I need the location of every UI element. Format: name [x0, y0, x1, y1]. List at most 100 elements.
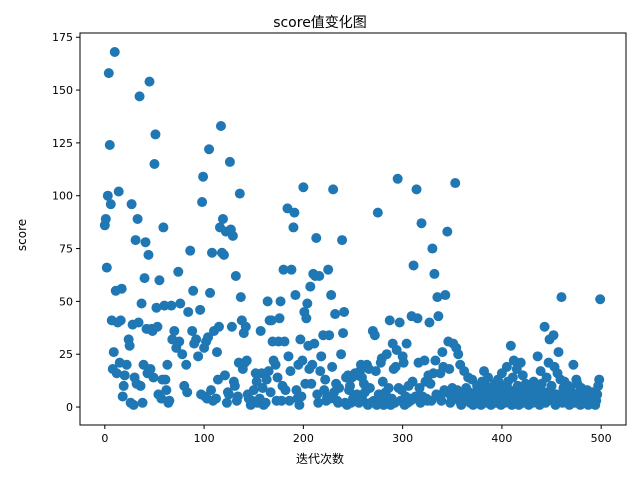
data-point: [251, 376, 262, 387]
data-point: [548, 330, 559, 341]
data-point: [206, 385, 217, 396]
data-point: [407, 376, 418, 387]
y-axis-label: score: [15, 218, 29, 252]
data-point: [205, 287, 216, 298]
y-tick-label: 25: [59, 348, 73, 361]
data-point: [126, 199, 137, 210]
data-point: [229, 380, 240, 391]
data-point: [240, 321, 251, 332]
x-tick-label: 0: [101, 432, 108, 445]
data-point: [517, 370, 528, 381]
data-point: [419, 355, 430, 366]
data-point: [286, 264, 297, 275]
x-tick-label: 500: [591, 432, 612, 445]
data-point: [270, 359, 281, 370]
data-point: [124, 340, 135, 351]
data-point: [160, 374, 171, 385]
data-point: [437, 347, 448, 358]
data-point: [539, 321, 550, 332]
data-point: [150, 129, 161, 140]
data-point: [305, 281, 316, 292]
data-point: [121, 359, 132, 370]
data-point: [140, 237, 151, 248]
data-point: [161, 385, 172, 396]
data-point: [215, 120, 226, 131]
data-point: [255, 325, 266, 336]
data-point: [330, 309, 341, 320]
data-point: [294, 399, 305, 410]
data-point: [187, 325, 198, 336]
data-point: [592, 389, 603, 400]
data-point: [383, 383, 394, 394]
data-point: [221, 397, 232, 408]
data-point: [295, 334, 306, 345]
data-point: [177, 349, 188, 360]
data-point: [211, 393, 222, 404]
data-point: [298, 182, 309, 193]
data-point: [211, 347, 222, 358]
data-point: [505, 340, 516, 351]
data-point: [501, 361, 512, 372]
data-point: [218, 249, 229, 260]
data-point: [241, 355, 252, 366]
data-point: [345, 380, 356, 391]
data-point: [198, 171, 209, 182]
data-point: [265, 387, 276, 398]
data-point: [164, 395, 175, 406]
data-point: [185, 245, 196, 256]
data-point: [546, 380, 557, 391]
data-point: [232, 391, 243, 402]
data-point: [193, 351, 204, 362]
y-tick-label: 150: [52, 84, 73, 97]
data-point: [433, 311, 444, 322]
data-point: [432, 292, 443, 303]
data-point: [224, 156, 235, 167]
data-point: [568, 359, 579, 370]
data-point: [411, 184, 422, 195]
data-point: [130, 235, 141, 246]
data-point: [230, 271, 241, 282]
data-point: [507, 372, 518, 383]
data-point: [288, 222, 299, 233]
y-tick-label: 125: [52, 137, 73, 150]
data-point: [159, 300, 170, 311]
data-point: [207, 247, 218, 258]
data-point: [430, 355, 441, 366]
data-point: [283, 351, 294, 362]
data-point: [275, 296, 286, 307]
data-point: [105, 199, 116, 210]
data-point: [326, 290, 337, 301]
data-point: [162, 359, 173, 370]
data-point: [339, 306, 350, 317]
data-point: [100, 213, 111, 224]
data-point: [145, 364, 156, 374]
y-tick-label: 75: [59, 243, 73, 256]
data-point: [429, 268, 440, 279]
data-point: [118, 380, 129, 391]
data-point: [119, 370, 130, 381]
y-tick-label: 175: [52, 31, 73, 44]
data-point: [260, 397, 271, 408]
data-point: [169, 325, 180, 336]
data-point: [226, 321, 237, 332]
data-point: [137, 397, 148, 408]
data-point: [263, 366, 274, 377]
data-point: [306, 378, 317, 389]
data-point: [149, 159, 160, 170]
x-axis-ticks: 0 100 200 300 400 500: [101, 425, 612, 445]
data-point: [116, 283, 127, 294]
data-point: [320, 374, 331, 385]
data-point: [301, 313, 312, 324]
data-point: [296, 391, 307, 402]
data-point: [181, 359, 192, 370]
data-point: [450, 178, 461, 189]
data-point: [391, 344, 402, 355]
data-point: [401, 338, 412, 349]
data-point: [166, 300, 177, 311]
data-point: [370, 366, 381, 377]
data-point: [372, 207, 383, 218]
data-point: [440, 290, 451, 301]
data-point: [369, 330, 380, 341]
data-point: [334, 383, 345, 394]
